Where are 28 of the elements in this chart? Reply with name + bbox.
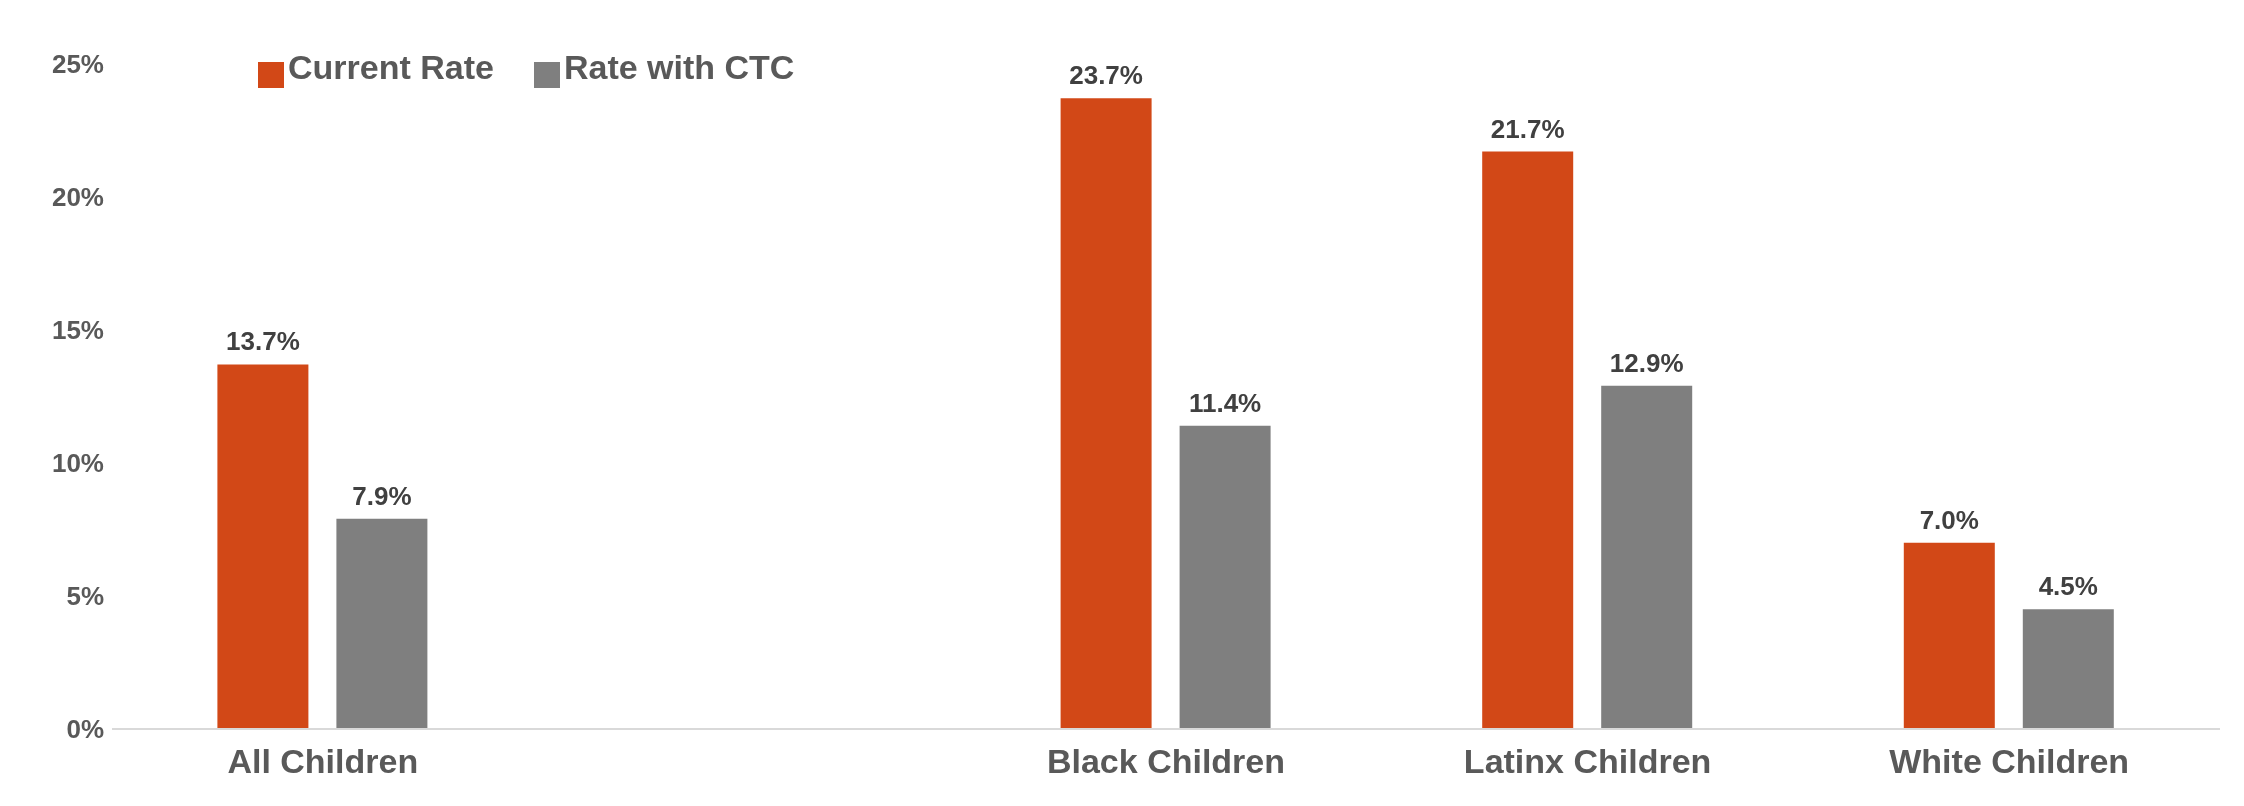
x-tick-label: Latinx Children — [1463, 742, 1712, 781]
y-tick-label: 10% — [51, 448, 104, 479]
bar — [1482, 151, 1574, 729]
x-tick-label: All Children — [227, 742, 419, 781]
bar — [217, 364, 309, 729]
data-label: 4.5% — [2038, 571, 2098, 602]
data-label: 7.0% — [1919, 504, 1979, 535]
y-tick-label: 0% — [66, 714, 104, 745]
data-label: 12.9% — [1609, 347, 1684, 378]
y-tick-label: 20% — [51, 182, 104, 213]
bar — [1060, 98, 1152, 729]
y-tick-label: 5% — [66, 581, 104, 612]
data-label: 21.7% — [1490, 113, 1565, 144]
legend-label: Rate with CTC — [563, 48, 795, 86]
legend-label: Current Rate — [288, 48, 494, 86]
y-tick-label: 15% — [51, 315, 104, 346]
bar — [2022, 609, 2114, 729]
x-tick-label: White Children — [1889, 742, 2130, 781]
data-label: 13.7% — [226, 326, 300, 357]
bar — [1601, 385, 1693, 729]
x-tick-label: Black Children — [1046, 742, 1286, 781]
bar — [1903, 542, 1995, 729]
bar — [1179, 425, 1271, 729]
bar — [336, 518, 428, 729]
y-tick-label: 25% — [51, 49, 104, 79]
data-label: 7.9% — [352, 480, 412, 511]
data-label: 11.4% — [1188, 387, 1262, 418]
data-label: 23.7% — [1069, 60, 1143, 91]
